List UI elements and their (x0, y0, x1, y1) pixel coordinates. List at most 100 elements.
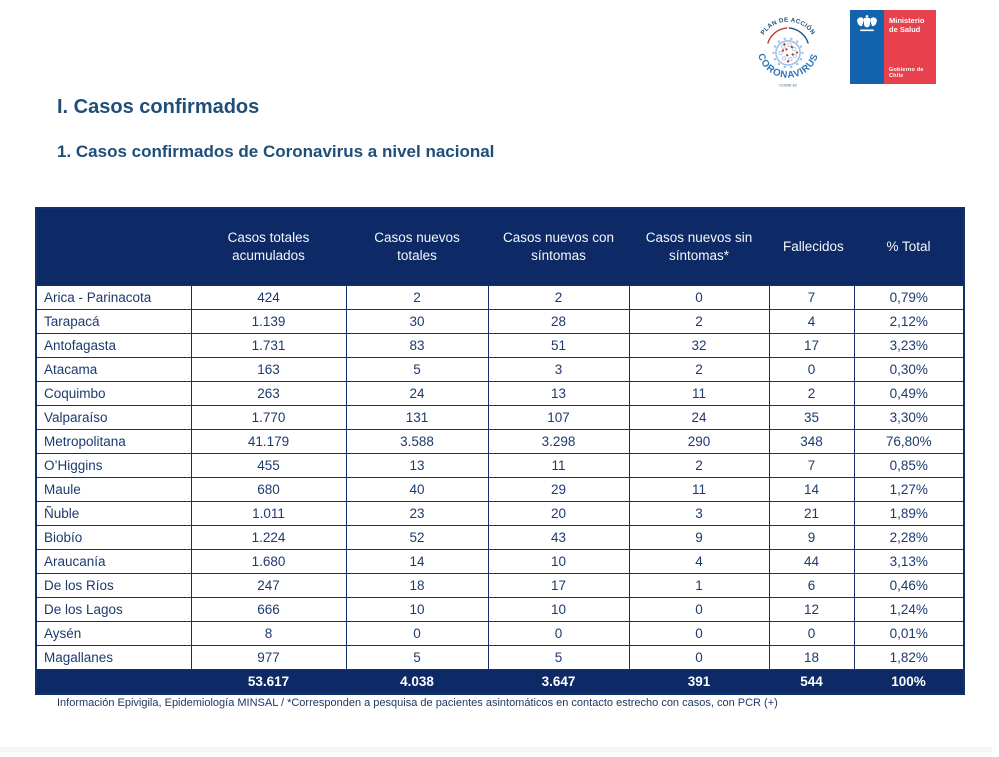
value-cell: 29 (487, 476, 630, 502)
table-row: Maule 680 40 29 11 14 1,27% (35, 476, 965, 502)
region-name-cell: Arica - Parinacota (35, 284, 192, 310)
confirmed-cases-table: Casos totales acumulados Casos nuevos tot… (35, 207, 965, 695)
value-cell: 14 (345, 548, 489, 574)
value-cell: 13 (345, 452, 489, 478)
minsal-blue-panel (850, 10, 884, 84)
region-name-cell: Atacama (35, 356, 192, 382)
value-cell: 17 (487, 572, 630, 598)
table-row: De los Ríos 247 18 17 1 6 0,46% (35, 572, 965, 598)
table-row: Antofagasta 1.731 83 51 32 17 3,23% (35, 332, 965, 358)
value-cell: 2,28% (853, 524, 965, 550)
value-cell: 10 (487, 548, 630, 574)
value-cell: 977 (190, 644, 347, 670)
logo-covid19-caption: COVID-19 (779, 83, 796, 87)
value-cell: 21 (768, 500, 855, 526)
value-cell: 76,80% (853, 428, 965, 454)
value-cell: 2 (345, 284, 489, 310)
table-row: Coquimbo 263 24 13 11 2 0,49% (35, 380, 965, 406)
region-name-cell: Valparaíso (35, 404, 192, 430)
value-cell: 2 (768, 380, 855, 406)
value-cell: 30 (345, 308, 489, 334)
value-cell: 12 (768, 596, 855, 622)
value-cell: 8 (190, 620, 347, 646)
column-header: % Total (886, 238, 931, 254)
table-row: Atacama 163 5 3 2 0 0,30% (35, 356, 965, 382)
total-label-cell (36, 669, 191, 694)
region-name-cell: Antofagasta (35, 332, 192, 358)
region-name-cell: De los Ríos (35, 572, 192, 598)
region-name-cell: De los Lagos (35, 596, 192, 622)
table-total-row: 53.617 4.038 3.647 391 544 100% (36, 669, 964, 694)
value-cell: 0,49% (853, 380, 965, 406)
value-cell: 24 (345, 380, 489, 406)
value-cell: 11 (628, 380, 770, 406)
table-row: Arica - Parinacota 424 2 2 0 7 0,79% (35, 284, 965, 310)
value-cell: 1.770 (190, 404, 347, 430)
value-cell: 163 (190, 356, 347, 382)
total-value-cell: 391 (687, 673, 711, 689)
total-value-cell: 3.647 (541, 673, 576, 689)
region-name-cell: Biobío (35, 524, 192, 550)
virus-icon (772, 37, 804, 69)
value-cell: 3 (487, 356, 630, 382)
chile-coat-of-arms-icon (857, 15, 877, 32)
value-cell: 2 (628, 452, 770, 478)
value-cell: 455 (190, 452, 347, 478)
value-cell: 7 (768, 452, 855, 478)
value-cell: 0 (628, 620, 770, 646)
total-value-cell: 4.038 (400, 673, 434, 689)
value-cell: 28 (487, 308, 630, 334)
region-name-cell: Maule (35, 476, 192, 502)
region-name-cell: O’Higgins (35, 452, 192, 478)
value-cell: 35 (768, 404, 855, 430)
value-cell: 23 (345, 500, 489, 526)
region-column-header (36, 208, 191, 285)
table-row: Aysén 8 0 0 0 0 0,01% (35, 620, 965, 646)
value-cell: 0 (768, 356, 855, 382)
cases-table-wrapper: Casos totales acumulados Casos nuevos tot… (35, 207, 965, 695)
value-cell: 17 (768, 332, 855, 358)
value-cell: 7 (768, 284, 855, 310)
value-cell: 0 (768, 620, 855, 646)
value-cell: 0,79% (853, 284, 965, 310)
value-cell: 1.139 (190, 308, 347, 334)
value-cell: 131 (345, 404, 489, 430)
value-cell: 11 (487, 452, 630, 478)
value-cell: 43 (487, 524, 630, 550)
plan-de-accion-coronavirus-logo: PLAN DE ACCIÓN (755, 17, 820, 88)
value-cell: 83 (345, 332, 489, 358)
value-cell: 0 (628, 284, 770, 310)
flag-arc-red (767, 27, 788, 44)
region-name-cell: Ñuble (35, 500, 192, 526)
value-cell: 18 (768, 644, 855, 670)
value-cell: 32 (628, 332, 770, 358)
page-title: I. Casos confirmados (57, 96, 260, 118)
value-cell: 0,46% (853, 572, 965, 598)
value-cell: 4 (628, 548, 770, 574)
table-row: Valparaíso 1.770 131 107 24 35 3,30% (35, 404, 965, 430)
value-cell: 348 (768, 428, 855, 454)
flag-arc-blue (788, 27, 809, 44)
value-cell: 0,85% (853, 452, 965, 478)
svg-text:PLAN DE ACCIÓN: PLAN DE ACCIÓN (760, 17, 817, 37)
value-cell: 2 (487, 284, 630, 310)
value-cell: 3 (628, 500, 770, 526)
value-cell: 0,01% (853, 620, 965, 646)
logo-row: PLAN DE ACCIÓN (744, 10, 936, 88)
value-cell: 1,24% (853, 596, 965, 622)
table-row: O’Higgins 455 13 11 2 7 0,85% (35, 452, 965, 478)
value-cell: 5 (345, 356, 489, 382)
table-row: Magallanes 977 5 5 0 18 1,82% (35, 644, 965, 670)
table-body: Arica - Parinacota 424 2 2 0 7 0,79% Tarapacá 1.… (35, 284, 965, 670)
value-cell: 290 (628, 428, 770, 454)
column-header: Casos nuevos con síntomas (502, 229, 615, 263)
value-cell: 1.731 (190, 332, 347, 358)
ministerio-de-salud-logo: Ministerio de Salud Gobierno de Chile (850, 10, 936, 84)
minsal-red-panel: Ministerio de Salud Gobierno de Chile (884, 10, 936, 84)
region-name-cell: Tarapacá (35, 308, 192, 334)
total-value-cell: 100% (891, 673, 926, 689)
value-cell: 680 (190, 476, 347, 502)
value-cell: 3,13% (853, 548, 965, 574)
value-cell: 9 (768, 524, 855, 550)
